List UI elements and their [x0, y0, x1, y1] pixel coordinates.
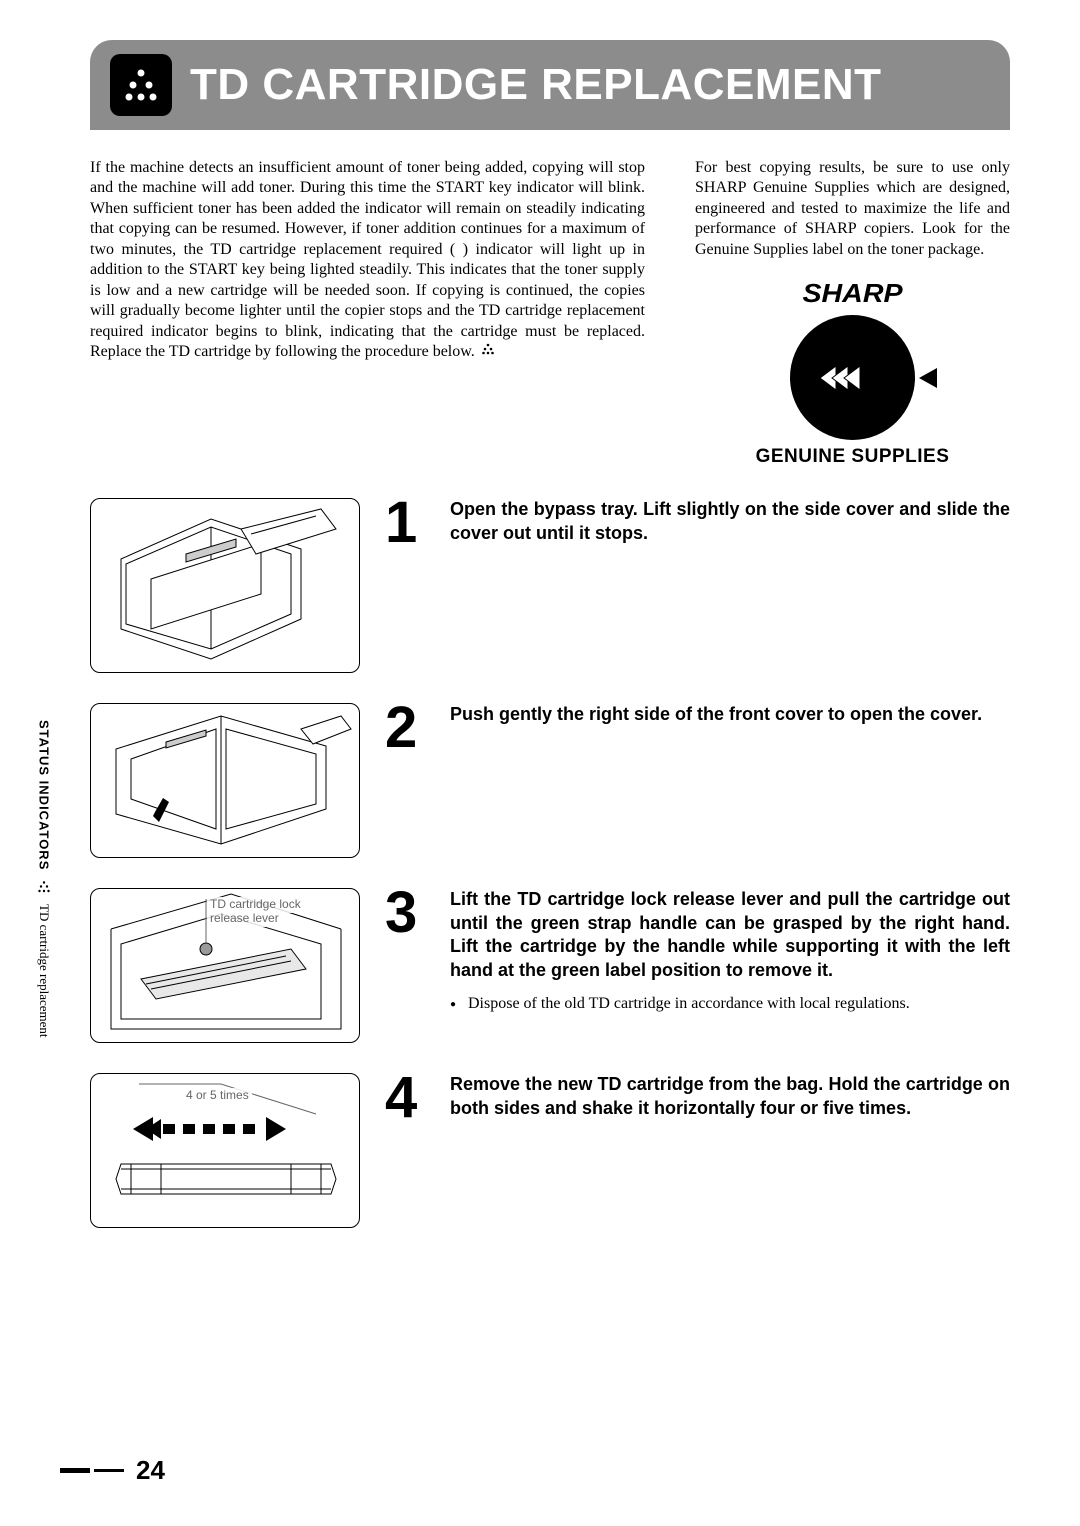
- page-footer: 24: [60, 1455, 165, 1486]
- side-tab: STATUS INDICATORS TD cartridge replaceme…: [36, 720, 52, 1038]
- section-header: TD CARTRIDGE REPLACEMENT: [90, 40, 1010, 130]
- intro-left-content: If the machine detects an insufficient a…: [90, 159, 645, 360]
- step-1: 1 Open the bypass tray. Lift slightly on…: [90, 498, 1010, 673]
- step-1-diagram: [90, 498, 360, 673]
- brand-text: SHARP: [802, 278, 902, 309]
- intro-left-text: If the machine detects an insufficient a…: [90, 158, 645, 468]
- step-4-diagram: 4 or 5 times: [90, 1073, 360, 1228]
- step-text: Remove the new TD cartridge from the bag…: [450, 1073, 1010, 1120]
- step-bullet: Dispose of the old TD cartridge in accor…: [450, 994, 1010, 1015]
- step-4: 4 or 5 times 4 Remove the new TD cartrid…: [90, 1073, 1010, 1228]
- step-text-main: Lift the TD cartridge lock release lever…: [450, 889, 1010, 979]
- step-3: TD cartridge lock release lever 3 Lift t…: [90, 888, 1010, 1043]
- diagram-label: 4 or 5 times: [183, 1088, 252, 1103]
- intro-right-column: For best copying results, be sure to use…: [695, 158, 1010, 468]
- genuine-supplies-logo: SHARP GENUINE SUPPLIES: [695, 278, 1010, 468]
- step-number: 3: [385, 888, 425, 937]
- diagram-label: TD cartridge lock: [207, 897, 304, 912]
- intro-right-text: For best copying results, be sure to use…: [695, 158, 1010, 260]
- side-tab-toner-icon: [37, 880, 52, 894]
- step-number: 1: [385, 498, 425, 547]
- step-number: 2: [385, 703, 425, 752]
- step-number: 4: [385, 1073, 425, 1122]
- step-text: Lift the TD cartridge lock release lever…: [450, 888, 1010, 1014]
- diagram-label: release lever: [207, 911, 282, 926]
- footer-bars-icon: [60, 1468, 124, 1473]
- side-tab-subsection: TD cartridge replacement: [36, 904, 52, 1038]
- header-title: TD CARTRIDGE REPLACEMENT: [190, 60, 882, 110]
- step-2-diagram: [90, 703, 360, 858]
- genuine-caption: GENUINE SUPPLIES: [695, 446, 1010, 468]
- genuine-circle-icon: [790, 315, 915, 440]
- step-3-diagram: TD cartridge lock release lever: [90, 888, 360, 1043]
- step-2: 2 Push gently the right side of the fron…: [90, 703, 1010, 858]
- toner-inline-icon: [481, 341, 495, 361]
- intro-block: If the machine detects an insufficient a…: [90, 158, 1010, 468]
- step-text: Open the bypass tray. Lift slightly on t…: [450, 498, 1010, 545]
- header-toner-icon: [110, 54, 172, 116]
- side-tab-section: STATUS INDICATORS: [37, 720, 52, 870]
- page-number: 24: [136, 1455, 165, 1486]
- step-text: Push gently the right side of the front …: [450, 703, 1010, 726]
